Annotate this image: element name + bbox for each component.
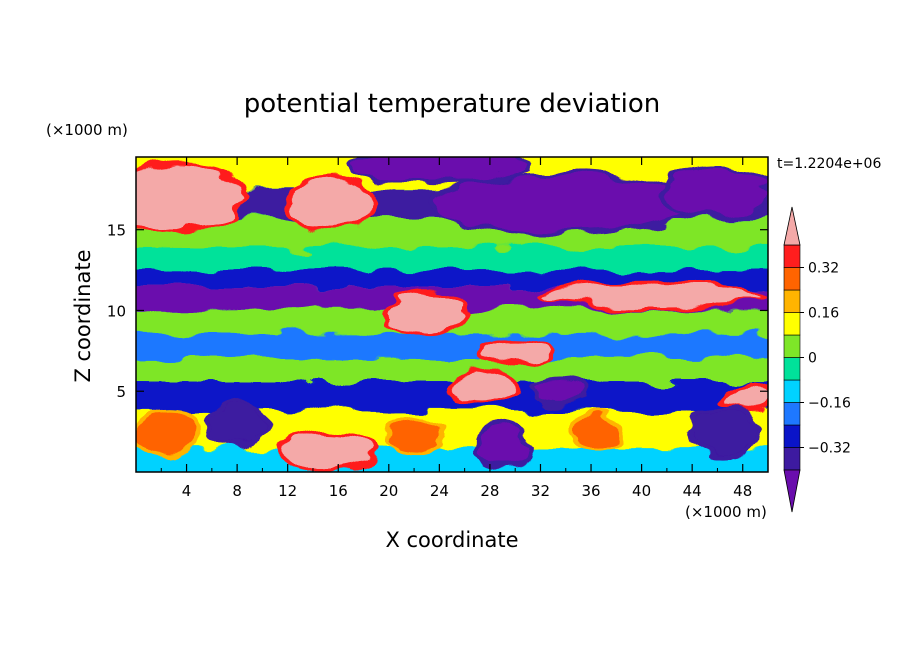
- band: [136, 447, 768, 472]
- contour-feature: [726, 386, 768, 409]
- band: [136, 247, 768, 271]
- x-tick-label: 20: [379, 482, 398, 500]
- colorbar-swatch: [783, 312, 801, 336]
- contour-feature: [291, 179, 373, 229]
- x-tick-label: 16: [329, 482, 348, 500]
- x-tick-label: 48: [733, 482, 752, 500]
- x-tick-label: 28: [480, 482, 499, 500]
- colorbar-swatch: [783, 244, 801, 268]
- bands-layer: [136, 157, 768, 472]
- contour-feature: [139, 410, 196, 453]
- contour-feature: [211, 402, 263, 445]
- colorbar-swatch: [783, 447, 801, 471]
- y-tick-label: 5: [116, 383, 126, 401]
- y-tick-label: 10: [107, 302, 126, 320]
- time-label: t=1.2204e+06: [777, 156, 881, 172]
- contour-feature: [433, 176, 686, 232]
- contour-feature: [578, 415, 617, 448]
- y-axis: 5 10 15: [107, 222, 768, 401]
- colorbar-label: 0.16: [808, 306, 839, 322]
- contour-feature: [477, 428, 528, 468]
- y-unit-label: (×1000 m): [46, 121, 128, 139]
- contour-feature: [546, 284, 762, 304]
- colorbar-swatch: [783, 289, 801, 313]
- x-tick-label: 36: [581, 482, 600, 500]
- y-axis-label: Z coordinate: [71, 249, 95, 382]
- features-layer: [136, 157, 768, 472]
- contour-feature: [136, 166, 244, 229]
- colorbar-swatch: [783, 267, 801, 291]
- contour-feature: [388, 294, 465, 334]
- contour-feature: [281, 434, 370, 471]
- contour-feature: [388, 420, 440, 453]
- colorbar-swatch: [783, 379, 801, 403]
- colorbar-swatch: [783, 357, 801, 381]
- colorbar-swatch: [783, 402, 801, 426]
- x-axis-label: X coordinate: [385, 528, 518, 552]
- x-tick-label: 8: [232, 482, 242, 500]
- plot-area: [136, 157, 768, 472]
- contour-feature: [534, 381, 585, 401]
- contour-feature: [666, 169, 768, 216]
- band: [136, 333, 768, 359]
- colorbar: 0.32 0.16 0 −0.16 −0.32: [783, 206, 851, 513]
- colorbar-swatch: [783, 424, 801, 448]
- x-tick-label: 4: [182, 482, 192, 500]
- colorbar-extend-top: [783, 206, 801, 246]
- x-axis: 4 8 12 16 20 24 28 32 36 40 44 48: [160, 157, 769, 500]
- colorbar-label: −0.32: [808, 441, 851, 457]
- contour-feature: [483, 341, 547, 361]
- x-tick-label: 32: [531, 482, 550, 500]
- contour-feature: [350, 157, 528, 180]
- x-tick-label: 40: [632, 482, 651, 500]
- colorbar-label: 0: [808, 351, 817, 367]
- contour-feature: [692, 410, 756, 453]
- plot-frame: [135, 156, 769, 473]
- colorbar-extend-bottom: [783, 469, 801, 513]
- colorbar-label: −0.16: [808, 396, 851, 412]
- x-tick-label: 24: [430, 482, 449, 500]
- contour-feature: [454, 371, 513, 401]
- x-unit-label: (×1000 m): [685, 503, 767, 521]
- colorbar-label: 0.32: [808, 261, 839, 277]
- y-tick-label: 15: [107, 222, 126, 240]
- colorbar-swatch: [783, 334, 801, 358]
- x-tick-label: 44: [683, 482, 702, 500]
- chart-title: potential temperature deviation: [244, 89, 660, 119]
- band: [136, 219, 768, 248]
- x-tick-label: 12: [278, 482, 297, 500]
- band: [136, 358, 768, 382]
